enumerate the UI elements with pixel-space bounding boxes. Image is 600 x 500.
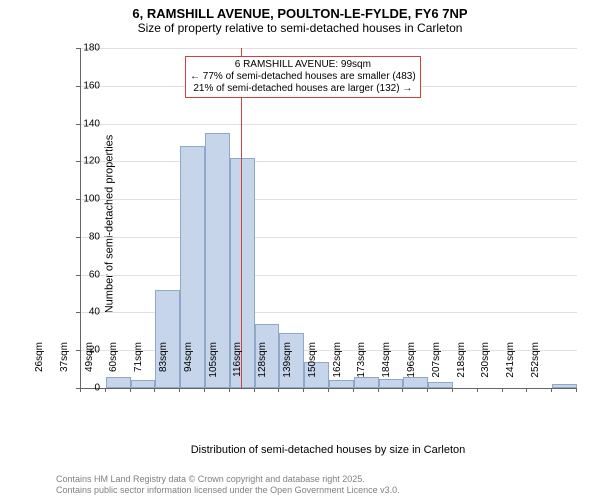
x-tick-mark: [254, 388, 255, 392]
chart: Number of semi-detached properties 6 RAM…: [56, 48, 576, 418]
y-tick-mark: [76, 312, 80, 313]
gridline: [81, 199, 577, 200]
x-tick-mark: [80, 388, 81, 392]
y-tick-label: 40: [70, 307, 100, 318]
x-tick-label: 105sqm: [208, 342, 219, 392]
gridline: [81, 124, 577, 125]
y-tick-label: 180: [70, 43, 100, 54]
x-tick-label: 252sqm: [530, 342, 541, 392]
x-tick-label: 116sqm: [232, 342, 243, 392]
y-tick-label: 120: [70, 156, 100, 167]
y-tick-label: 160: [70, 80, 100, 91]
x-tick-label: 83sqm: [158, 342, 169, 392]
x-tick-label: 128sqm: [257, 342, 268, 392]
x-tick-mark: [154, 388, 155, 392]
x-tick-mark: [105, 388, 106, 392]
x-tick-label: 218sqm: [456, 342, 467, 392]
y-tick-mark: [76, 124, 80, 125]
annotation-box: 6 RAMSHILL AVENUE: 99sqm← 77% of semi-de…: [185, 56, 421, 98]
x-tick-mark: [229, 388, 230, 392]
x-tick-label: 60sqm: [108, 342, 119, 392]
gridline: [81, 48, 577, 49]
x-tick-label: 207sqm: [431, 342, 442, 392]
x-tick-label: 37sqm: [59, 342, 70, 392]
y-tick-label: 80: [70, 231, 100, 242]
x-tick-label: 71sqm: [133, 342, 144, 392]
footer-line1: Contains HM Land Registry data © Crown c…: [56, 474, 400, 485]
x-tick-mark: [204, 388, 205, 392]
y-tick-mark: [76, 237, 80, 238]
page-subtitle: Size of property relative to semi-detach…: [0, 21, 600, 39]
plot-area: 6 RAMSHILL AVENUE: 99sqm← 77% of semi-de…: [80, 48, 577, 389]
x-tick-label: 196sqm: [406, 342, 417, 392]
x-tick-mark: [278, 388, 279, 392]
x-tick-label: 150sqm: [307, 342, 318, 392]
x-tick-label: 49sqm: [84, 342, 95, 392]
x-tick-label: 139sqm: [282, 342, 293, 392]
x-tick-mark: [452, 388, 453, 392]
x-tick-label: 94sqm: [183, 342, 194, 392]
x-tick-mark: [551, 388, 552, 392]
x-axis-label: Distribution of semi-detached houses by …: [80, 444, 576, 456]
x-tick-mark: [179, 388, 180, 392]
x-tick-label: 184sqm: [381, 342, 392, 392]
y-tick-mark: [76, 161, 80, 162]
y-tick-mark: [76, 199, 80, 200]
x-tick-mark: [378, 388, 379, 392]
y-tick-mark: [76, 48, 80, 49]
x-tick-mark: [328, 388, 329, 392]
x-tick-mark: [427, 388, 428, 392]
x-tick-label: 26sqm: [34, 342, 45, 392]
y-tick-label: 60: [70, 269, 100, 280]
footer-line2: Contains public sector information licen…: [56, 485, 400, 496]
x-tick-mark: [576, 388, 577, 392]
marker-line: [241, 48, 242, 388]
y-tick-label: 100: [70, 194, 100, 205]
gridline: [81, 161, 577, 162]
annotation-line1: 6 RAMSHILL AVENUE: 99sqm: [190, 59, 416, 71]
x-tick-mark: [303, 388, 304, 392]
x-tick-label: 230sqm: [480, 342, 491, 392]
gridline: [81, 275, 577, 276]
x-tick-mark: [477, 388, 478, 392]
y-tick-label: 140: [70, 118, 100, 129]
x-tick-label: 173sqm: [356, 342, 367, 392]
footer-attribution: Contains HM Land Registry data © Crown c…: [56, 474, 400, 496]
x-tick-label: 162sqm: [332, 342, 343, 392]
annotation-line2: ← 77% of semi-detached houses are smalle…: [190, 71, 416, 83]
x-tick-mark: [130, 388, 131, 392]
y-tick-mark: [76, 350, 80, 351]
page-title: 6, RAMSHILL AVENUE, POULTON-LE-FYLDE, FY…: [0, 0, 600, 21]
gridline: [81, 237, 577, 238]
x-tick-label: 241sqm: [505, 342, 516, 392]
x-tick-mark: [502, 388, 503, 392]
y-tick-mark: [76, 86, 80, 87]
y-tick-mark: [76, 275, 80, 276]
x-tick-mark: [402, 388, 403, 392]
annotation-line3: 21% of semi-detached houses are larger (…: [190, 83, 416, 95]
x-tick-mark: [526, 388, 527, 392]
x-tick-mark: [353, 388, 354, 392]
histogram-bar: [552, 384, 577, 388]
